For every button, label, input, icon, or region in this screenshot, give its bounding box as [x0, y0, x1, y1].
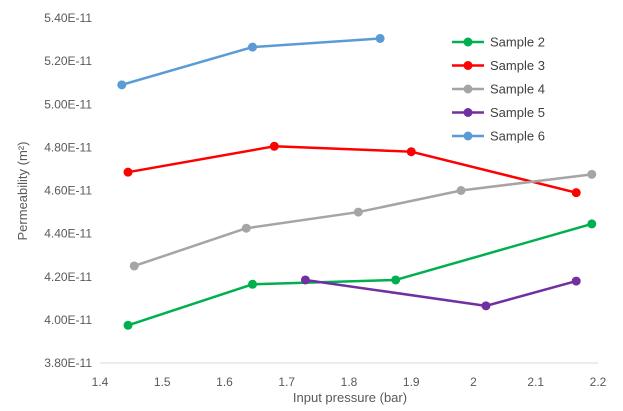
series-line: [127, 222, 593, 327]
x-tick-label: 1.7: [278, 375, 295, 389]
data-point: [117, 80, 127, 90]
y-tick-label: 5.20E-11: [44, 54, 92, 68]
legend-item: Sample 2: [452, 35, 545, 50]
data-point: [241, 223, 251, 233]
data-point: [248, 279, 258, 289]
data-point: [248, 42, 258, 52]
y-tick-label: 4.40E-11: [44, 227, 92, 241]
y-tick-label: 4.80E-11: [44, 140, 92, 154]
legend-item: Sample 3: [452, 58, 545, 73]
series-line: [305, 278, 577, 308]
series-sample-6: [117, 33, 385, 90]
series-sample-4: [129, 169, 597, 271]
y-axis-title: Permeability (m²): [15, 142, 30, 241]
data-point: [456, 186, 466, 195]
legend-item: Sample 4: [452, 82, 545, 97]
legend-swatch-marker: [463, 61, 473, 70]
series-line: [133, 173, 592, 268]
series-line: [127, 145, 577, 194]
x-tick-label: 2.2: [590, 375, 607, 389]
legend: Sample 2 Sample 3 Sample 4 Sample 5 Sample 6: [452, 35, 545, 144]
y-tick-label: 4.00E-11: [44, 313, 92, 327]
y-tick-label: 3.80E-11: [44, 356, 92, 370]
series-layer: [117, 33, 597, 330]
legend-item: Sample 6: [452, 129, 545, 144]
series-sample-3: [123, 141, 581, 198]
x-tick-label: 1.6: [216, 375, 233, 389]
legend-swatch-marker: [463, 108, 473, 117]
data-point: [587, 169, 597, 179]
y-tick-label: 5.00E-11: [44, 97, 92, 111]
y-tick-labels: 3.80E-11 4.00E-11 4.20E-11 4.40E-11 4.60E-11…: [44, 11, 92, 370]
series-sample-5: [300, 275, 581, 311]
legend-swatch-marker: [463, 84, 473, 94]
data-point: [300, 275, 310, 285]
x-axis-title: Input pressure (bar): [293, 390, 407, 405]
data-point: [406, 147, 416, 157]
x-tick-label: 1.9: [403, 375, 420, 389]
series-sample-2: [123, 219, 597, 330]
y-tick-label: 4.60E-11: [44, 184, 92, 198]
legend-label: Sample 6: [490, 129, 545, 144]
legend-swatch-marker: [463, 37, 473, 47]
legend-label: Sample 3: [490, 58, 545, 73]
data-point: [353, 207, 363, 217]
x-tick-label: 1.4: [92, 375, 109, 389]
data-point: [269, 141, 279, 151]
data-point: [129, 261, 139, 271]
legend-item: Sample 5: [452, 105, 545, 120]
x-tick-label: 1.8: [341, 375, 358, 389]
data-point: [375, 33, 385, 43]
x-tick-labels: 1.4 1.5 1.6 1.7 1.8 1.9 2 2.1 2.2: [92, 375, 607, 389]
data-point: [123, 167, 133, 177]
x-tick-label: 2.1: [527, 375, 544, 389]
y-tick-label: 5.40E-11: [44, 11, 92, 25]
legend-swatch-marker: [463, 131, 473, 141]
legend-label: Sample 4: [490, 82, 545, 97]
x-tick-label: 2: [470, 375, 477, 389]
data-point: [571, 188, 581, 198]
data-point: [391, 275, 401, 285]
data-point: [571, 276, 581, 286]
data-point: [587, 219, 597, 229]
x-tick-label: 1.5: [154, 375, 171, 389]
legend-label: Sample 5: [490, 105, 545, 120]
y-tick-label: 4.20E-11: [44, 270, 92, 284]
data-point: [481, 301, 491, 311]
data-point: [123, 320, 133, 330]
legend-label: Sample 2: [490, 35, 545, 50]
